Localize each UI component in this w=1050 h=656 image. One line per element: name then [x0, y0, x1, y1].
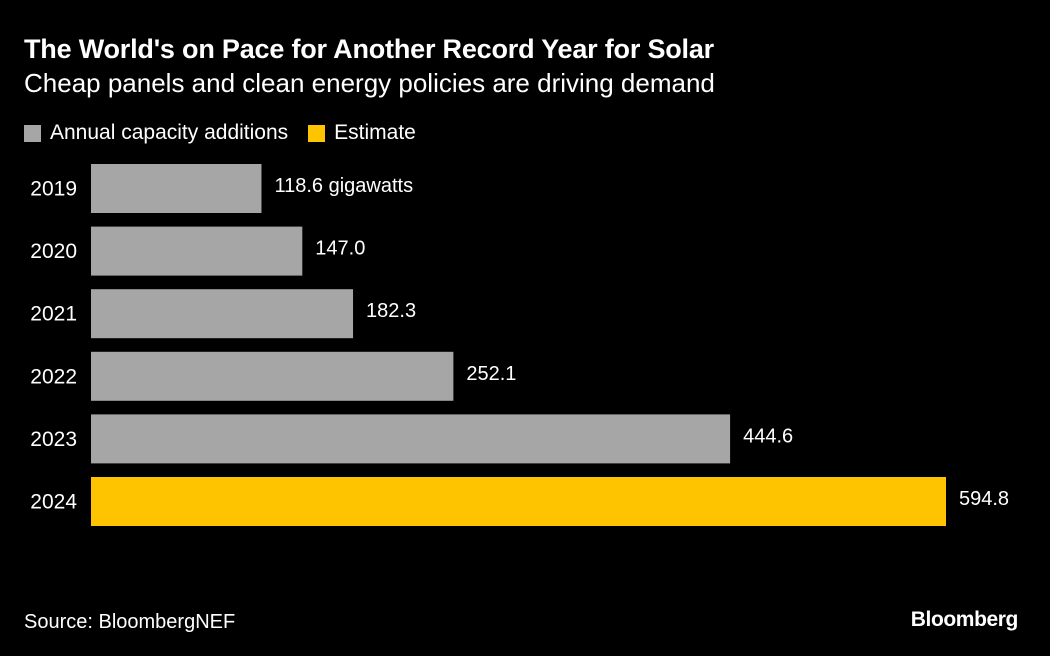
category-label-2019: 2019	[30, 178, 77, 201]
chart-legend: Annual capacity additions Estimate	[24, 121, 436, 145]
legend-item-estimate: Estimate	[308, 121, 416, 145]
category-label-2022: 2022	[30, 365, 77, 388]
value-label-2022: 252.1	[466, 363, 516, 385]
bloomberg-logo: Bloomberg	[910, 608, 1019, 631]
bar-2021	[91, 289, 354, 339]
value-label-2019: 118.6 gigawatts	[274, 175, 413, 197]
bar-2019	[91, 164, 262, 213]
bar-2022	[91, 351, 454, 401]
value-label-2021: 182.3	[366, 300, 416, 322]
value-label-2024: 594.8	[959, 488, 1009, 510]
bar-2024	[91, 477, 946, 526]
legend-label-estimate: Estimate	[334, 121, 416, 144]
legend-label-annual: Annual capacity additions	[50, 121, 289, 144]
category-label-2024: 2024	[30, 491, 77, 514]
bar-2020	[91, 226, 303, 276]
bar-2023	[91, 414, 731, 464]
chart-subtitle: Cheap panels and clean energy policies a…	[24, 68, 715, 98]
category-label-2021: 2021	[30, 303, 77, 326]
value-label-2020: 147.0	[315, 238, 365, 260]
legend-item-annual: Annual capacity additions	[24, 121, 288, 145]
legend-swatch-annual	[24, 124, 41, 142]
chart-title: The World's on Pace for Another Record Y…	[24, 34, 714, 64]
source-note: Source: BloombergNEF	[24, 611, 236, 633]
category-label-2020: 2020	[30, 240, 77, 263]
value-label-2023: 444.6	[743, 425, 793, 447]
legend-swatch-estimate	[308, 124, 326, 142]
category-label-2023: 2023	[30, 428, 77, 451]
